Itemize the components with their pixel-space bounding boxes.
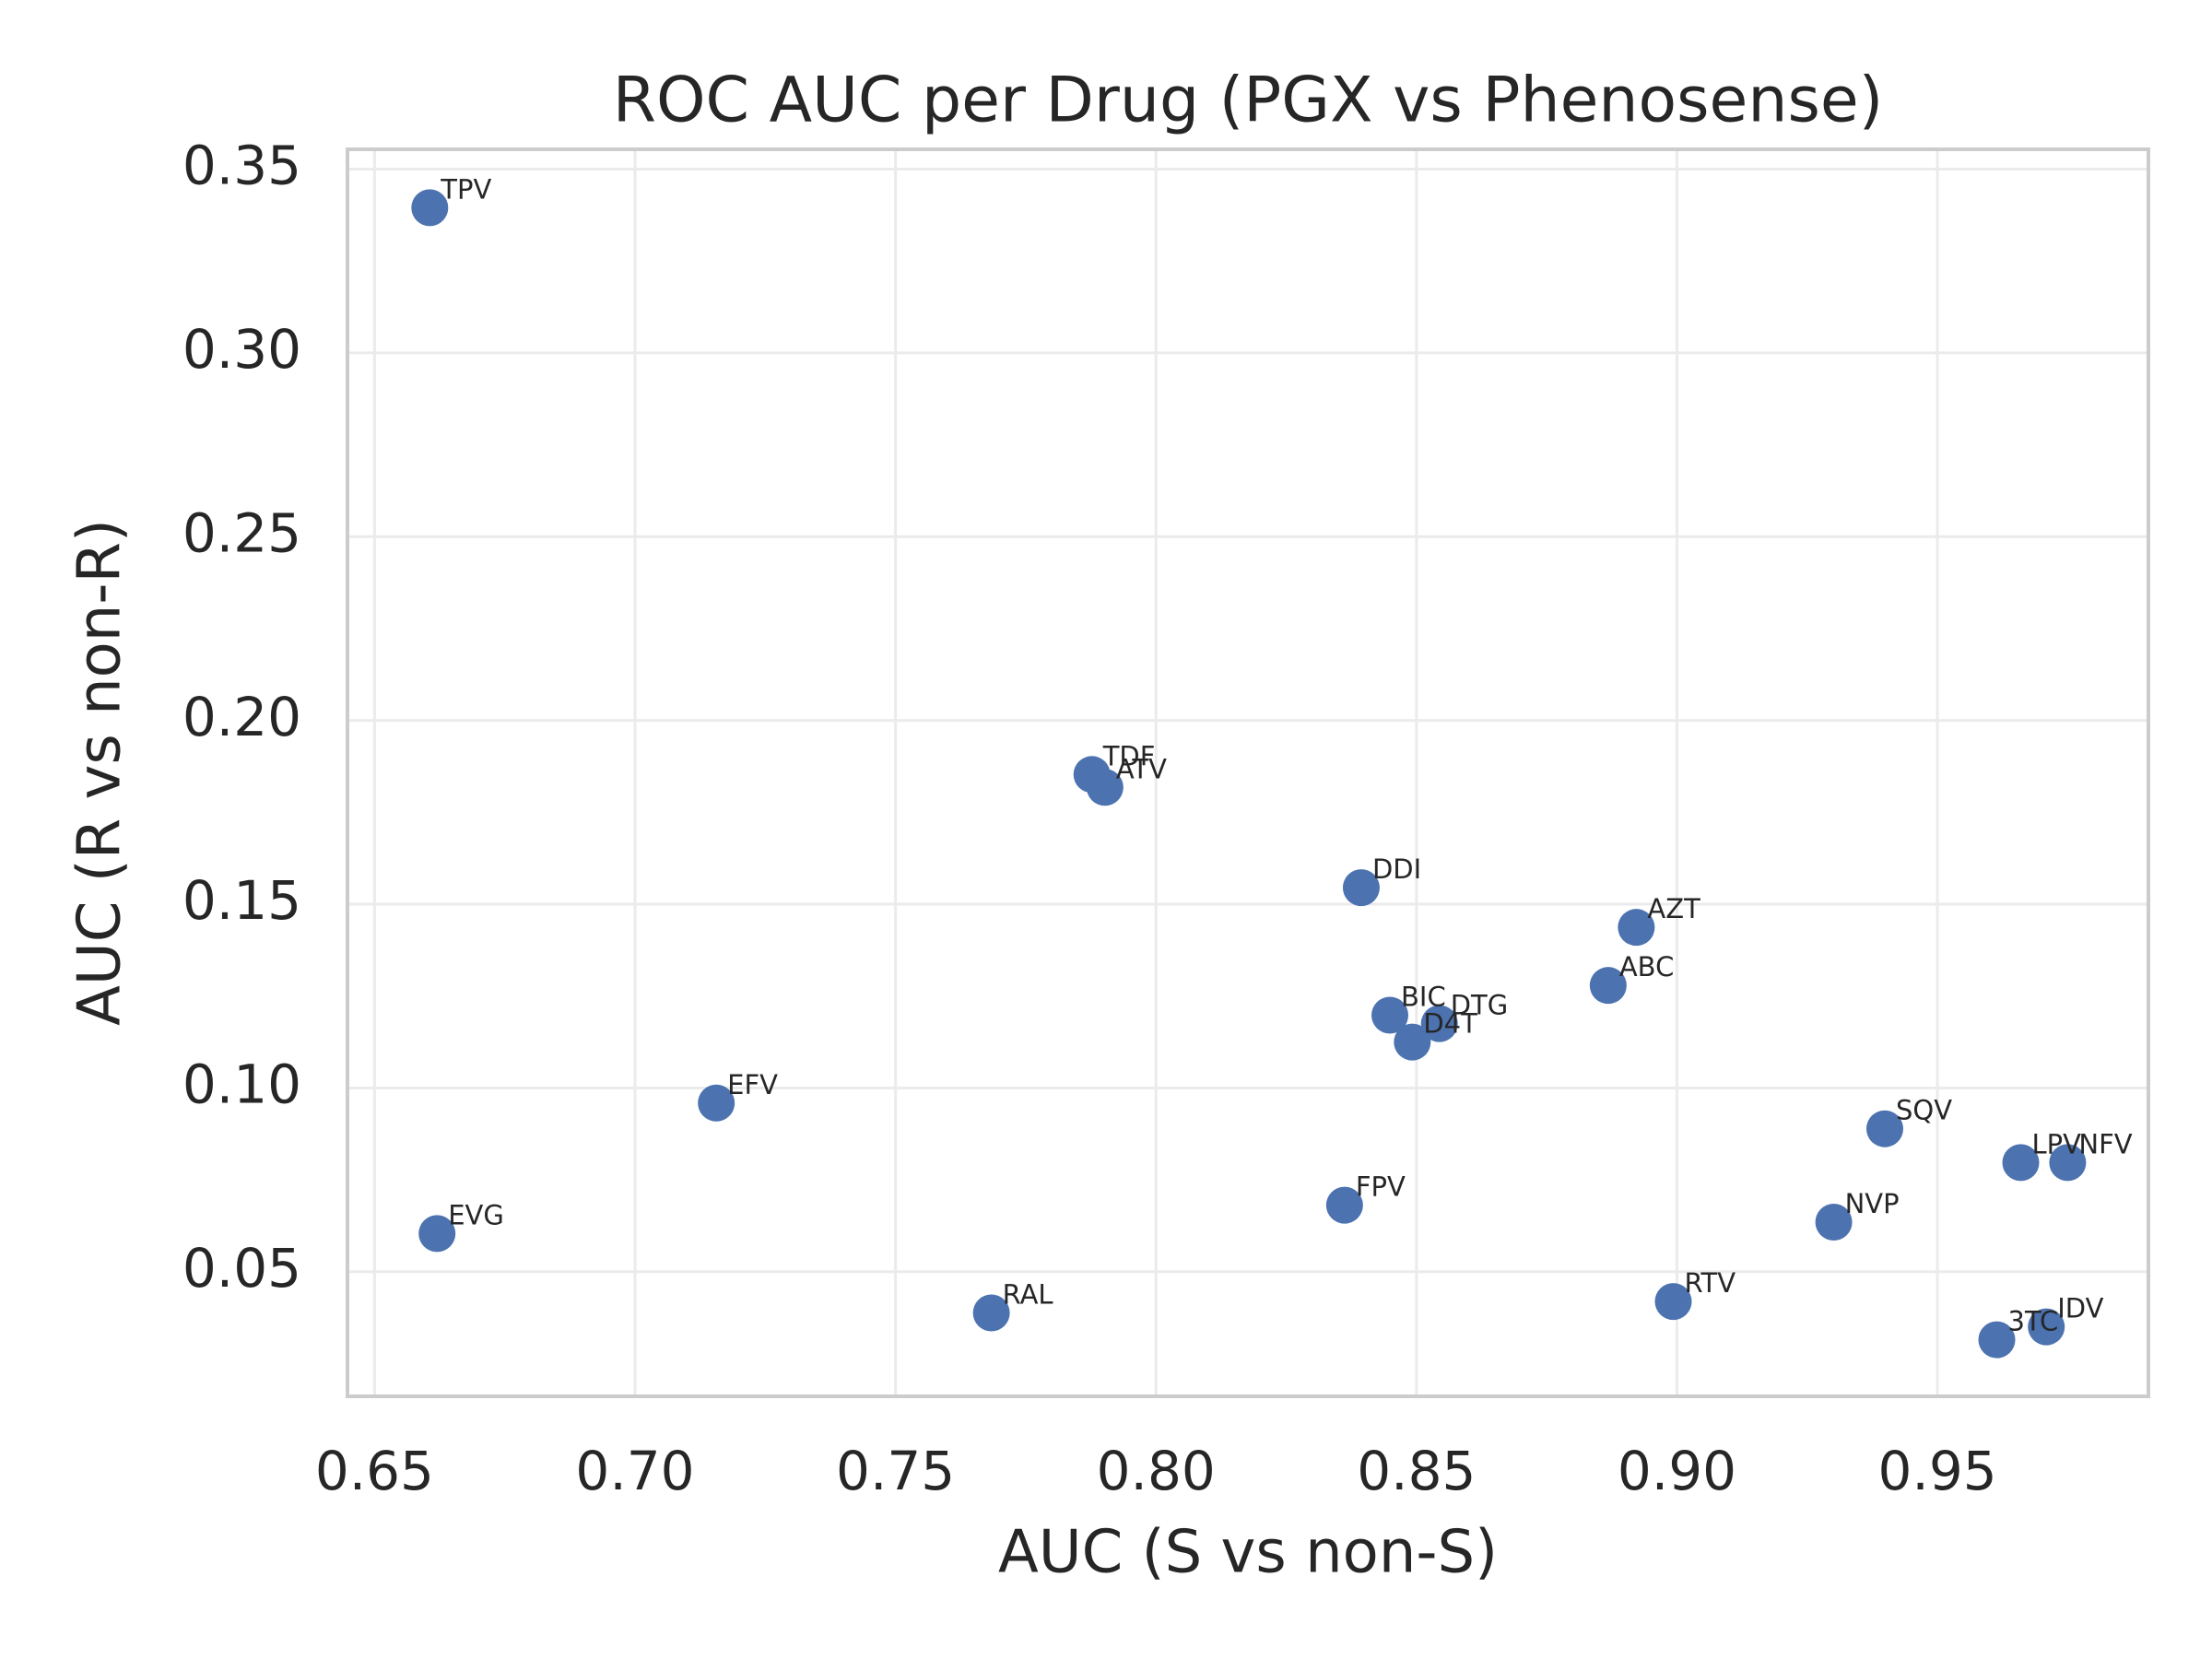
point-label: RTV bbox=[1685, 1267, 1736, 1299]
y-tick-label: 0.05 bbox=[182, 1237, 301, 1300]
x-tick-label: 0.75 bbox=[836, 1440, 955, 1502]
point bbox=[1978, 1321, 2016, 1359]
point-label: NFV bbox=[2078, 1128, 2132, 1159]
x-axis-label: AUC (S vs non-S) bbox=[998, 1519, 1498, 1587]
point bbox=[418, 1215, 456, 1253]
point-label: ABC bbox=[1619, 951, 1674, 982]
point-label: NVP bbox=[1845, 1188, 1900, 1219]
point bbox=[972, 1294, 1010, 1332]
point bbox=[1371, 996, 1409, 1034]
point-label: EVG bbox=[448, 1199, 504, 1230]
point bbox=[1325, 1186, 1363, 1224]
y-axis-label: AUC (R vs non-R) bbox=[66, 519, 135, 1026]
y-tick-label: 0.15 bbox=[182, 869, 301, 932]
point-label: IDV bbox=[2057, 1293, 2103, 1324]
point bbox=[2028, 1308, 2065, 1346]
x-tick-label: 0.95 bbox=[1878, 1440, 1997, 1502]
point-label: SQV bbox=[1896, 1095, 1952, 1126]
plot-frame bbox=[346, 147, 2150, 1398]
x-tick-label: 0.65 bbox=[315, 1440, 434, 1502]
x-tick-label: 0.85 bbox=[1357, 1440, 1476, 1502]
point-label: EFV bbox=[727, 1069, 778, 1100]
x-tick-label: 0.90 bbox=[1618, 1440, 1736, 1502]
point bbox=[1589, 967, 1627, 1005]
point bbox=[1086, 769, 1124, 806]
point bbox=[1618, 909, 1655, 947]
point bbox=[698, 1084, 735, 1122]
y-tick-label: 0.35 bbox=[182, 135, 301, 197]
point-label: TPV bbox=[440, 173, 491, 205]
point-label: RAL bbox=[1003, 1278, 1053, 1310]
y-tick-label: 0.20 bbox=[182, 686, 301, 748]
point-label: D4T bbox=[1423, 1008, 1477, 1040]
point-label: AZT bbox=[1647, 893, 1700, 924]
point-label: DTG bbox=[1451, 990, 1509, 1021]
point-label: TDF bbox=[1102, 740, 1156, 771]
x-tick-label: 0.80 bbox=[1097, 1440, 1216, 1502]
y-tick-label: 0.30 bbox=[182, 318, 301, 381]
point-label: 3TC bbox=[2008, 1306, 2059, 1337]
y-tick-label: 0.10 bbox=[182, 1053, 301, 1116]
chart-title: ROC AUC per Drug (PGX vs Phenosense) bbox=[613, 65, 1884, 137]
point-label: LPV bbox=[2032, 1128, 2082, 1159]
point-label: BIC bbox=[1401, 981, 1446, 1012]
point bbox=[1815, 1203, 1853, 1241]
point bbox=[2049, 1144, 2087, 1182]
x-tick-label: 0.70 bbox=[575, 1440, 694, 1502]
point-label: DDI bbox=[1372, 853, 1421, 885]
point bbox=[1342, 869, 1380, 907]
point-label: FPV bbox=[1356, 1171, 1406, 1203]
point bbox=[1865, 1110, 1903, 1147]
y-tick-label: 0.25 bbox=[182, 501, 301, 564]
point bbox=[1394, 1023, 1431, 1061]
point bbox=[1654, 1283, 1692, 1321]
point bbox=[411, 189, 449, 227]
point bbox=[1420, 1005, 1458, 1042]
point-label: ATV bbox=[1116, 753, 1167, 784]
point bbox=[2002, 1144, 2040, 1182]
